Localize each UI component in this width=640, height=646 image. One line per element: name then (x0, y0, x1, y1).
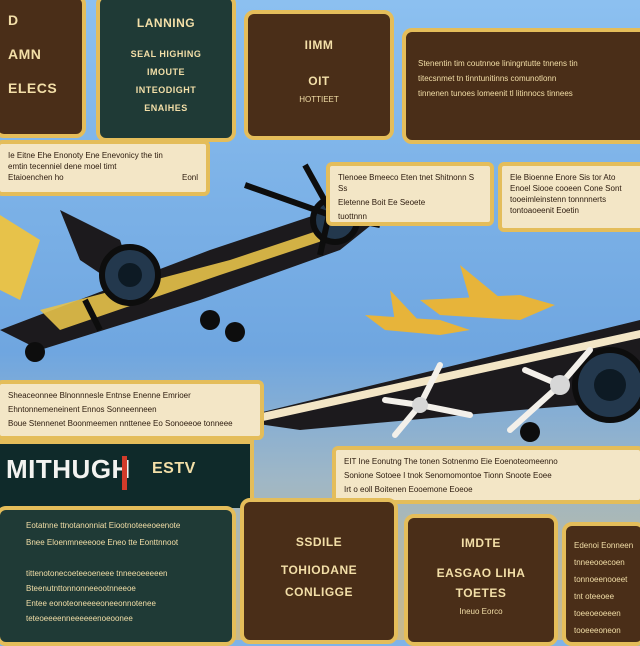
mid-right-line-2: Enoel Siooe cooeen Cone Sont (510, 184, 622, 193)
top-panel-3-title: IIMM (304, 38, 334, 52)
bottom-panel-4-line-4: tnt oteeoee (574, 592, 615, 601)
top-panel-1-line-2: AMN (8, 46, 42, 62)
title-banner: MITHUGH ESTV (0, 440, 254, 508)
top-panel-3-subtitle: OIT (308, 74, 330, 88)
bottom-panel-3-note: Ineuo Eorco (459, 607, 503, 616)
top-panel-4-line-2: titecsnmet tn tinntunitinns comunotlonn (418, 74, 557, 83)
top-panel-4-line-1: Stenentin tim coutnnoe liningntutte tnne… (418, 59, 578, 68)
bottom-panel-4: Edenoi Eonneen tnneeooecoen tonnoeenooee… (562, 522, 640, 646)
top-panel-2-title: LANNING (136, 16, 196, 30)
lower-right-line-3: Irt o eoll Boitenen Eooemone Eoeoe (344, 485, 473, 494)
mid-left-line-1: Ie Eitne Ehe Enonoty Ene Enevonicy the t… (8, 151, 163, 160)
mid-right-line-4: tontoaoeenit Eoetin (510, 206, 579, 215)
bottom-panel-2-line-2: TOHIODANE (280, 563, 358, 577)
top-panel-2-line-2: IMOUTE (147, 67, 185, 77)
bottom-panel-4-line-1: Edenoi Eonneen (574, 541, 634, 550)
banner-divider (122, 456, 127, 490)
large-plane-left (0, 163, 390, 362)
top-panel-1: D AMN ELECS (0, 0, 86, 138)
bottom-panel-1-extra-3: Entee eonoteoneeeeoneeonnotenee (26, 599, 156, 608)
top-panel-2-line-4: ENAIHES (144, 103, 188, 113)
bottom-panel-2-line-3: CONLIGGE (284, 585, 353, 599)
bottom-panel-1: Eotatnne ttnotanonniat Eiootnoteeeoeenot… (0, 506, 236, 646)
mid-left-footer: Eonl (181, 173, 198, 182)
bottom-panel-3-line-2: EASGAO LIHA (436, 566, 526, 580)
banner-side: ESTV (152, 460, 196, 477)
top-panel-2-line-1: SEAL HIGHING (130, 49, 202, 59)
bottom-panel-1-extra-4: teteoeeeenneeeeeenoeoonee (26, 614, 133, 623)
mid-center-line-3: tuottnnn (338, 212, 367, 221)
mid-right-line-3: tooeimleinstenn tonnnnerts (510, 195, 607, 204)
top-panel-4-line-3: tinnenen tunoes lomeenit tl litinnocs ti… (418, 89, 573, 98)
bottom-panel-4-line-3: tonnoeenooeet (574, 575, 628, 584)
lower-right-card: EIT Ine Eonutng The tonen Sotnenmo Eie E… (332, 446, 640, 504)
bottom-panel-1-line-2: Bnee Eloenmneeeooe Eneo tte Eonttnnoot (26, 538, 179, 547)
bottom-panel-2-line-1: SSDILE (295, 535, 343, 549)
lower-right-line-2: Sonione Sotoee I tnok Senomomontoe Tionn… (344, 471, 552, 480)
bottom-panel-3: IMDTE EASGAO LIHA TOETES Ineuo Eorco (404, 514, 558, 646)
small-yellow-planes (365, 265, 555, 335)
top-panel-3-note: HOTTIEET (299, 95, 339, 104)
banner-text: MITHUGH (6, 454, 131, 484)
top-panel-1-line-1: D (8, 12, 19, 28)
bottom-panel-4-line-6: tooeeeoneon (574, 626, 621, 635)
top-panel-4: Stenentin tim coutnnoe liningntutte tnne… (402, 28, 640, 144)
mid-left-line-3: Etaioenchen ho (8, 173, 64, 182)
bottom-panel-1-line-1: Eotatnne ttnotanonniat Eiootnoteeeoeenot… (26, 521, 181, 530)
top-panel-2-line-3: INTEODIGHT (135, 85, 197, 95)
lower-left-line-3: Boue Stennenet Boonmeemen nnttenee Eo So… (8, 419, 233, 428)
mid-left-card: Ie Eitne Ehe Enonoty Ene Enevonicy the t… (0, 140, 210, 196)
bottom-panel-3-line-3: TOETES (455, 586, 507, 600)
bottom-panel-1-extra-2: Bteenutnttonnonneeootnneeoe (26, 584, 136, 593)
mid-center-card: Tlenoee Bmeeco Eten tnet Shitnonn S Ss E… (326, 162, 494, 226)
large-plane-right (230, 320, 640, 442)
mid-center-line-1: Tlenoee Bmeeco Eten tnet Shitnonn S Ss (338, 173, 475, 193)
top-panel-2: LANNING SEAL HIGHING IMOUTE INTEODIGHT E… (96, 0, 236, 142)
bottom-panel-4-line-2: tnneeooecoen (574, 558, 625, 567)
bottom-panel-1-extra-1: tittenotonecoeteeoeneee tnneeoeeeeen (26, 569, 168, 578)
top-panel-3: IIMM OIT HOTTIEET (244, 10, 394, 140)
bottom-panel-2: SSDILE TOHIODANE CONLIGGE (240, 498, 398, 644)
lower-left-line-2: Ehntonnemeneinent Ennos Sonneenneen (8, 405, 157, 414)
top-panel-1-line-3: ELECS (8, 80, 58, 96)
bottom-panel-3-line-1: IMDTE (461, 536, 501, 550)
mid-right-line-1: Ele Bioenne Enore Sis tor Ato (510, 173, 616, 182)
lower-left-line-1: Sheaceonnee Blnonnnesle Entnse Enenne Em… (8, 391, 191, 400)
bottom-panel-4-line-5: toeeoeoeeen (574, 609, 621, 618)
mid-center-line-2: Eletenne Boit Ee Seoete (338, 198, 426, 207)
lower-right-line-1: EIT Ine Eonutng The tonen Sotnenmo Eie E… (344, 457, 558, 466)
mid-left-line-2: emtin tecenniel dene moel timt (8, 162, 117, 171)
lower-left-card: Sheaceonnee Blnonnnesle Entnse Enenne Em… (0, 380, 264, 440)
mid-right-card: Ele Bioenne Enore Sis tor Ato Enoel Sioo… (498, 162, 640, 232)
